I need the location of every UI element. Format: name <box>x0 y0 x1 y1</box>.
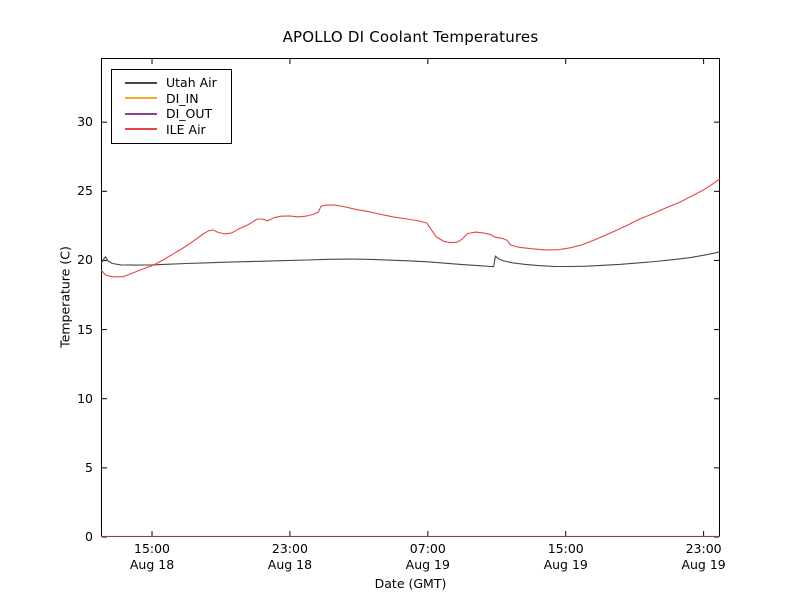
x-tick-label: 15:00 Aug 18 <box>130 541 174 572</box>
y-tick-label: 20 <box>77 252 93 268</box>
x-tick-label: 23:00 Aug 18 <box>268 541 312 572</box>
legend-entry: DI_IN <box>125 91 217 107</box>
plot-area: Utah Air DI_IN DI_OUT ILE Air <box>100 58 721 538</box>
y-tick-label: 10 <box>77 390 93 406</box>
legend-label: ILE Air <box>166 121 206 137</box>
y-tick-label: 30 <box>77 114 93 130</box>
x-tick-time: 23:00 <box>685 541 722 556</box>
legend-line-swatch <box>125 97 157 100</box>
legend-box: Utah Air DI_IN DI_OUT ILE Air <box>111 69 232 144</box>
y-tick-label: 15 <box>77 321 93 337</box>
y-tick-label: 25 <box>77 183 93 199</box>
y-tick-label: 0 <box>85 529 93 544</box>
y-tick-label: 5 <box>85 459 93 475</box>
legend-line-swatch <box>125 81 157 84</box>
x-tick-time: 07:00 <box>409 541 446 556</box>
x-tick-date: Aug 19 <box>543 556 588 572</box>
x-tick-time: 15:00 <box>547 541 584 556</box>
series-line-utah-air <box>100 250 720 268</box>
x-tick-date: Aug 18 <box>129 556 175 572</box>
legend-entry: Utah Air <box>125 75 217 91</box>
plot-svg <box>100 58 721 538</box>
x-tick-label: 07:00 Aug 19 <box>406 541 450 572</box>
x-axis-label: Date (GMT) <box>374 576 447 591</box>
legend-label: Utah Air <box>166 75 217 91</box>
legend-line-swatch <box>125 112 157 115</box>
x-tick-time: 23:00 <box>271 541 308 556</box>
x-tick-date: Aug 19 <box>681 556 726 572</box>
legend-label: DI_IN <box>166 90 199 106</box>
chart-title: APOLLO DI Coolant Temperatures <box>282 28 539 46</box>
legend-entry: DI_OUT <box>125 106 217 122</box>
x-tick-time: 15:00 <box>133 541 171 556</box>
series-line-ile-air <box>100 178 721 278</box>
x-tick-label: 23:00 Aug 19 <box>681 541 725 572</box>
x-tick-date: Aug 18 <box>267 556 313 572</box>
x-tick-label: 15:00 Aug 19 <box>544 541 588 572</box>
legend-entry: ILE Air <box>125 122 217 138</box>
legend-line-swatch <box>125 128 157 131</box>
legend-label: DI_OUT <box>166 106 213 122</box>
x-tick-date: Aug 19 <box>405 556 450 572</box>
